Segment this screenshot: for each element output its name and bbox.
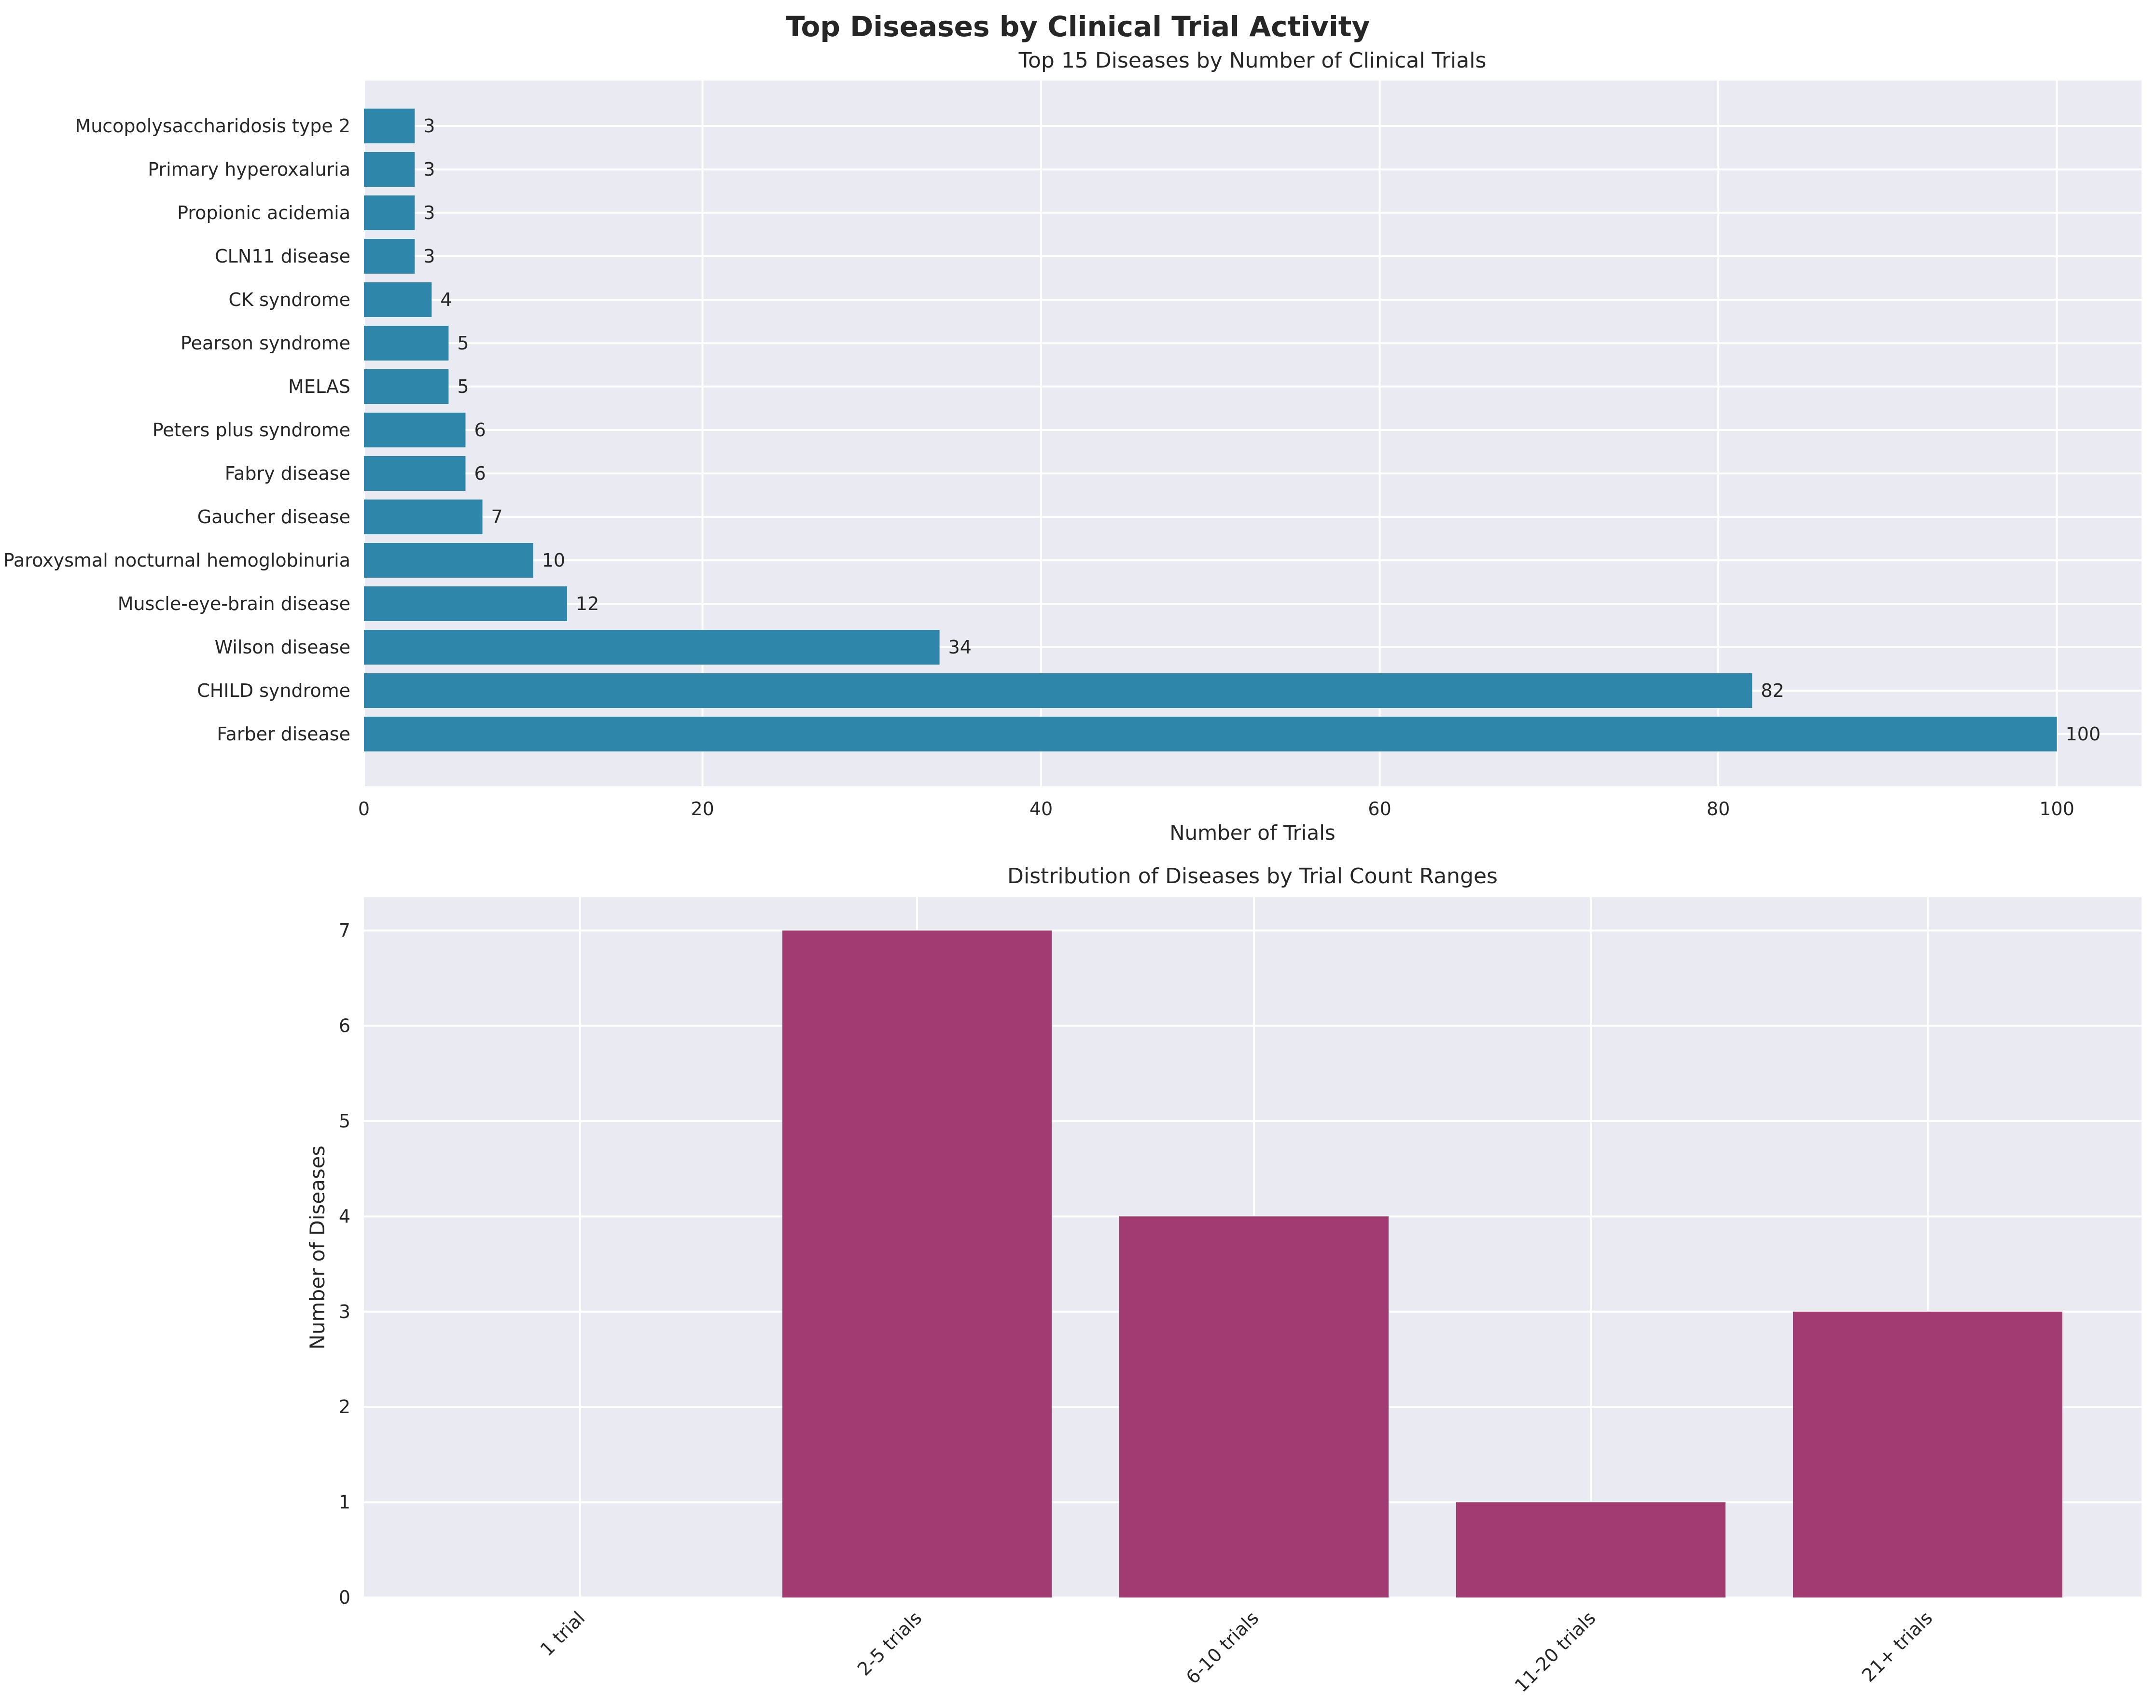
top-bar [364,543,533,578]
bottom-y-tick-label: 7 [339,920,350,941]
bottom-y-tick-label: 6 [339,1015,350,1037]
top-bar [364,369,449,404]
top-bar [364,673,1753,708]
top-bar [364,152,415,187]
top-y-tick-labels: Farber disease CHILD syndrome Wilson disea… [3,115,350,745]
bottom-bar [1119,1216,1389,1597]
bottom-y-tick-label: 4 [339,1206,350,1227]
top-bar [364,586,567,621]
top-x-tick-label: 0 [358,798,370,819]
top-bar [364,500,483,534]
bottom-bar [1456,1502,1725,1597]
top-data-label: 5 [457,376,469,397]
top-y-tick-label: Wilson disease [215,637,350,658]
top-data-label: 82 [1761,680,1784,701]
bottom-y-tick-label: 2 [339,1396,350,1417]
top-data-label: 6 [474,463,486,484]
top-y-tick-label: Farber disease [217,723,350,745]
top-bars [364,109,2057,751]
top-data-label: 100 [2066,723,2101,745]
bottom-bar [782,930,1052,1597]
top-chart-title: Top 15 Diseases by Number of Clinical Tr… [1018,48,1487,73]
bottom-y-tick-labels: 0 1 2 3 4 5 6 7 [339,920,350,1608]
top-data-label: 6 [474,419,486,441]
top-x-tick-label: 100 [2039,798,2074,819]
top-bar [364,413,466,447]
figure-title: Top Diseases by Clinical Trial Activity [786,10,1370,43]
bottom-y-tick-label: 0 [339,1587,350,1608]
top-y-tick-label: Primary hyperoxaluria [148,159,350,180]
top-bar [364,239,415,274]
top-bar [364,195,415,230]
top-x-tick-labels: 0 20 40 60 80 100 [358,798,2074,819]
bottom-y-tick-label: 1 [339,1492,350,1513]
top-x-tick-label: 40 [1029,798,1053,819]
top-data-label: 10 [542,550,565,571]
top-data-label: 3 [423,159,435,180]
top-y-tick-label: Fabry disease [225,463,350,484]
top-bar [364,456,466,491]
bottom-y-axis-label: Number of Diseases [306,1146,329,1350]
top-y-tick-label: CHILD syndrome [197,680,350,701]
bottom-bars [782,930,2062,1597]
top-y-tick-label: Mucopolysaccharidosis type 2 [75,115,350,137]
top-data-labels: 100 82 34 12 10 7 6 6 5 5 4 3 3 3 3 [423,115,2100,745]
top-x-tick-label: 20 [691,798,714,819]
top-bar [364,326,449,361]
top-y-tick-label: CLN11 disease [215,246,350,267]
top-plot-area [364,81,2142,786]
top-y-tick-label: MELAS [288,376,350,397]
top-data-label: 12 [576,593,599,614]
top-chart: 0 20 40 60 80 100 Farber disease CHILD syndrom… [3,48,2142,845]
top-y-tick-label: Propionic acidemia [177,202,350,223]
top-data-label: 3 [423,246,435,267]
top-y-tick-label: Pearson syndrome [181,333,350,354]
top-bar [364,282,432,317]
top-data-label: 4 [440,289,452,310]
bottom-y-tick-label: 5 [339,1111,350,1132]
top-data-label: 5 [457,333,469,354]
top-data-label: 34 [948,637,972,658]
top-data-label: 3 [423,202,435,223]
top-bar [364,630,940,665]
top-bar [364,109,415,143]
bottom-bar [1793,1311,2062,1597]
top-bar [364,717,2057,751]
top-x-tick-label: 60 [1368,798,1391,819]
top-y-tick-label: Peters plus syndrome [153,419,350,441]
bottom-y-tick-label: 3 [339,1301,350,1322]
bottom-chart: 1 trial 2-5 trials 6-10 trials 11-20 trials… [306,864,2142,1696]
top-x-tick-label: 80 [1707,798,1730,819]
top-y-tick-label: Muscle-eye-brain disease [118,593,350,614]
top-y-tick-label: Paroxysmal nocturnal hemoglobinuria [3,550,350,571]
top-y-tick-label: Gaucher disease [197,506,350,528]
top-y-tick-label: CK syndrome [229,289,350,310]
top-data-label: 3 [423,115,435,137]
top-x-axis-label: Number of Trials [1169,821,1335,845]
bottom-chart-title: Distribution of Diseases by Trial Count … [1007,864,1498,889]
top-data-label: 7 [491,506,503,528]
